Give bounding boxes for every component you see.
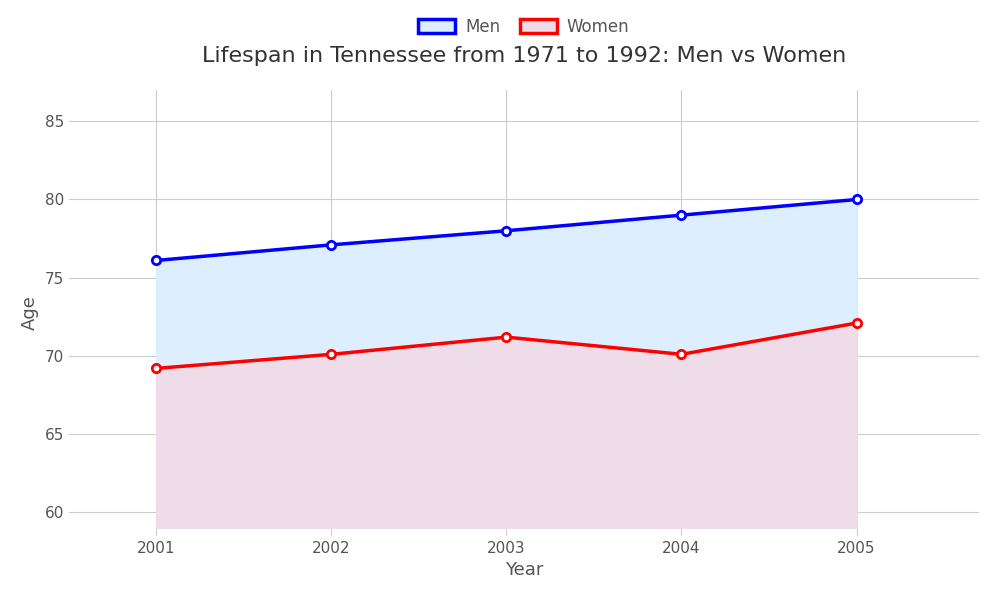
Legend: Men, Women: Men, Women (418, 18, 629, 36)
X-axis label: Year: Year (505, 561, 543, 579)
Title: Lifespan in Tennessee from 1971 to 1992: Men vs Women: Lifespan in Tennessee from 1971 to 1992:… (202, 46, 846, 66)
Y-axis label: Age: Age (21, 295, 39, 331)
